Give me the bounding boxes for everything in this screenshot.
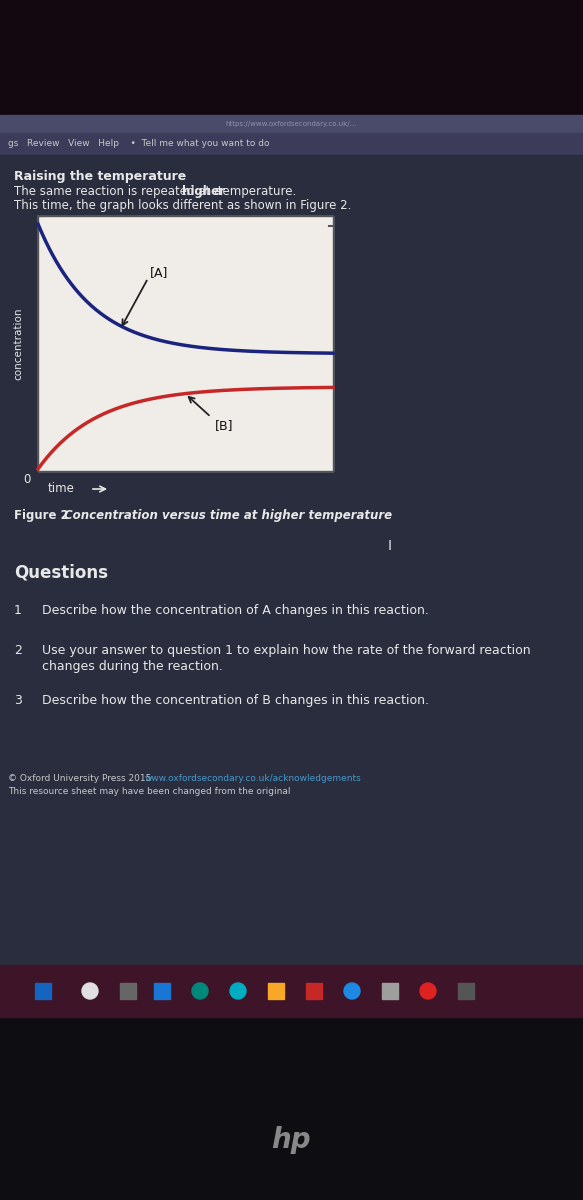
- Text: concentration: concentration: [13, 307, 23, 379]
- Bar: [0, 155, 583, 965]
- Circle shape: [192, 983, 208, 998]
- Bar: [0, 115, 583, 133]
- Text: Describe how the concentration of A changes in this reaction.: Describe how the concentration of A chan…: [42, 604, 429, 617]
- Circle shape: [230, 983, 246, 998]
- Text: hp: hp: [271, 1126, 311, 1154]
- Bar: [458, 983, 474, 998]
- Text: Concentration versus time at higher temperature: Concentration versus time at higher temp…: [64, 509, 392, 522]
- Text: Figure 2: Figure 2: [14, 509, 73, 522]
- Bar: [154, 983, 170, 998]
- Text: www.oxfordsecondary.co.uk/acknowledgements: www.oxfordsecondary.co.uk/acknowledgemen…: [145, 774, 361, 782]
- Bar: [382, 983, 398, 998]
- Bar: [0, 965, 583, 1018]
- Text: Describe how the concentration of B changes in this reaction.: Describe how the concentration of B chan…: [42, 694, 429, 707]
- Text: The same reaction is repeated at a: The same reaction is repeated at a: [14, 185, 225, 198]
- Text: Use your answer to question 1 to explain how the rate of the forward reaction: Use your answer to question 1 to explain…: [42, 644, 531, 658]
- Text: time: time: [48, 482, 75, 496]
- Circle shape: [82, 983, 98, 998]
- Text: https://www.oxfordsecondary.co.uk/...: https://www.oxfordsecondary.co.uk/...: [225, 121, 357, 127]
- Text: higher: higher: [182, 185, 225, 198]
- Text: gs   Review   View   Help    •  Tell me what you want to do: gs Review View Help • Tell me what you w…: [8, 139, 269, 149]
- Bar: [38, 216, 333, 470]
- Circle shape: [344, 983, 360, 998]
- Text: [A]: [A]: [150, 265, 168, 278]
- Bar: [268, 983, 284, 998]
- Bar: [0, 1018, 583, 1200]
- Bar: [0, 0, 583, 115]
- Text: © Oxford University Press 2015: © Oxford University Press 2015: [8, 774, 152, 782]
- Text: 3: 3: [14, 694, 22, 707]
- Circle shape: [420, 983, 436, 998]
- Text: [B]: [B]: [215, 419, 234, 432]
- Text: I: I: [388, 539, 392, 553]
- Bar: [0, 133, 583, 155]
- Text: 2: 2: [14, 644, 22, 658]
- Text: temperature.: temperature.: [214, 185, 296, 198]
- Text: 1: 1: [14, 604, 22, 617]
- Text: 0: 0: [24, 473, 31, 486]
- Bar: [120, 983, 136, 998]
- Text: Questions: Questions: [14, 564, 108, 582]
- Text: This resource sheet may have been changed from the original: This resource sheet may have been change…: [8, 787, 290, 796]
- Text: This time, the graph looks different as shown in Figure 2.: This time, the graph looks different as …: [14, 199, 352, 212]
- Text: changes during the reaction.: changes during the reaction.: [42, 660, 223, 673]
- Bar: [35, 983, 51, 998]
- Bar: [306, 983, 322, 998]
- Text: Raising the temperature: Raising the temperature: [14, 170, 186, 182]
